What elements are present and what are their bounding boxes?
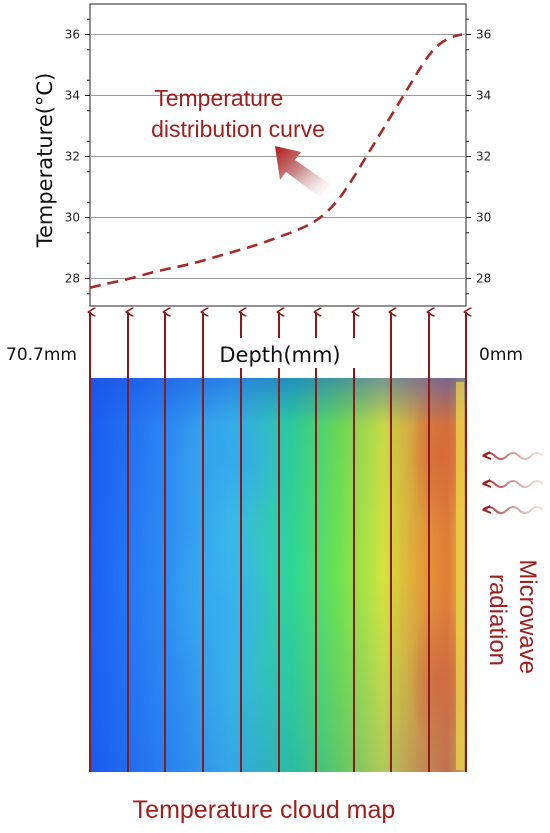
wave-icon: [482, 452, 544, 460]
plot-area: 28 30 32 34 36 28 30 32 34 36: [65, 3, 491, 307]
y-tick-label: 28: [476, 272, 491, 286]
y-tick-label: 32: [476, 150, 491, 164]
microwave-radiation-label: Microwave radiation: [484, 559, 541, 680]
wave-icon: [482, 506, 544, 514]
depth-right-label: 0mm: [479, 345, 523, 365]
y-tick-label: 36: [65, 28, 80, 42]
wave-icon: [482, 480, 544, 488]
depth-arrows: [90, 312, 466, 772]
y-tick-label: 34: [65, 89, 80, 103]
gridlines: [90, 34, 466, 280]
curve-annotation-line1: Temperature: [154, 85, 283, 111]
depth-label-bg: [206, 338, 356, 368]
y-tick-label: 34: [476, 89, 491, 103]
annotation-arrow: [275, 146, 330, 197]
cloud-map-caption: Temperature cloud map: [133, 796, 396, 824]
y-tick-label: 30: [65, 211, 80, 225]
curve-annotation-line2: distribution curve: [151, 116, 325, 142]
wave-arrow-icon: [481, 505, 492, 514]
y-tick-label: 28: [65, 272, 80, 286]
y-axis-label: Temperature(°C): [33, 73, 57, 249]
microwave-wave-icons: [481, 451, 544, 514]
wave-arrow-icon: [481, 479, 492, 488]
wave-arrow-icon: [481, 451, 492, 460]
y-tick-label: 32: [65, 150, 80, 164]
depth-left-label: 70.7mm: [6, 345, 77, 365]
x-axis-label: Depth(mm): [219, 343, 340, 367]
curve-annotation: Temperature distribution curve: [151, 85, 325, 142]
series-line: [89, 33, 463, 289]
y-axis-left: 28 30 32 34 36: [65, 18, 90, 295]
y-tick-label: 30: [476, 211, 491, 225]
y-tick-label: 36: [476, 28, 491, 42]
y-axis-right: 28 30 32 34 36: [466, 18, 491, 295]
